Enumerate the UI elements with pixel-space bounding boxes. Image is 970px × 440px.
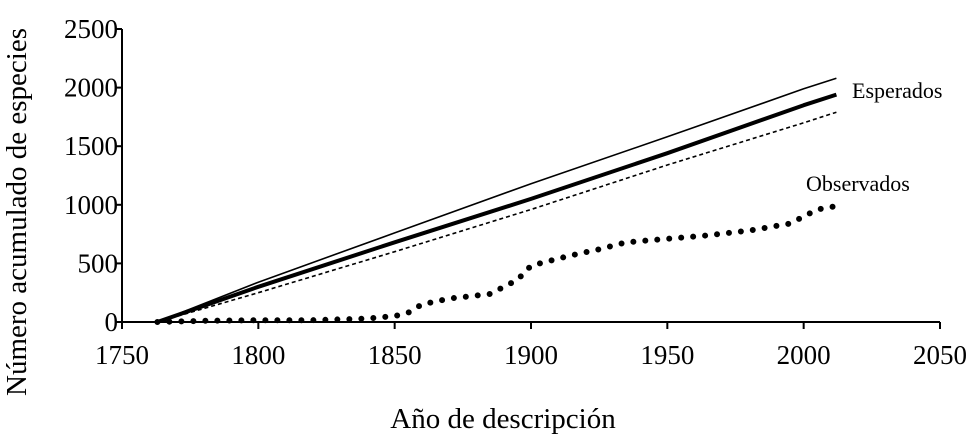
x-axis-title: Año de descripción: [390, 403, 616, 435]
x-tick-label-2000: 2000: [777, 340, 831, 370]
x-tick-label-1750: 1750: [95, 340, 149, 370]
axes: [115, 28, 941, 329]
annotation-observed: Observados: [806, 171, 910, 196]
x-tick-label-2050: 2050: [913, 340, 967, 370]
annotation-expected: Esperados: [852, 78, 942, 103]
y-tick-label-0: 0: [105, 307, 119, 337]
series-expected-upper: [157, 77, 837, 323]
y-tick-label-500: 500: [78, 248, 119, 278]
x-tick-label-1950: 1950: [640, 340, 694, 370]
x-tick-label-1900: 1900: [504, 340, 558, 370]
series-expected-lower: [157, 111, 837, 323]
series-expected-mean: [156, 92, 838, 324]
y-tick-label-2500: 2500: [64, 14, 118, 44]
y-tick-label-1500: 1500: [64, 131, 118, 161]
y-tick-label-1000: 1000: [64, 190, 118, 220]
x-tick-label-1850: 1850: [368, 340, 422, 370]
x-tick-label-1800: 1800: [231, 340, 285, 370]
series-observed: [154, 203, 840, 325]
series-layer: [154, 77, 840, 325]
y-tick-label-2000: 2000: [64, 73, 118, 103]
labels-layer: 1750 1800 1850 1900 1950 2000 2050 0 500 1000 1500…: [64, 14, 967, 370]
y-axis-title: Número acumulado de especies: [1, 28, 33, 396]
